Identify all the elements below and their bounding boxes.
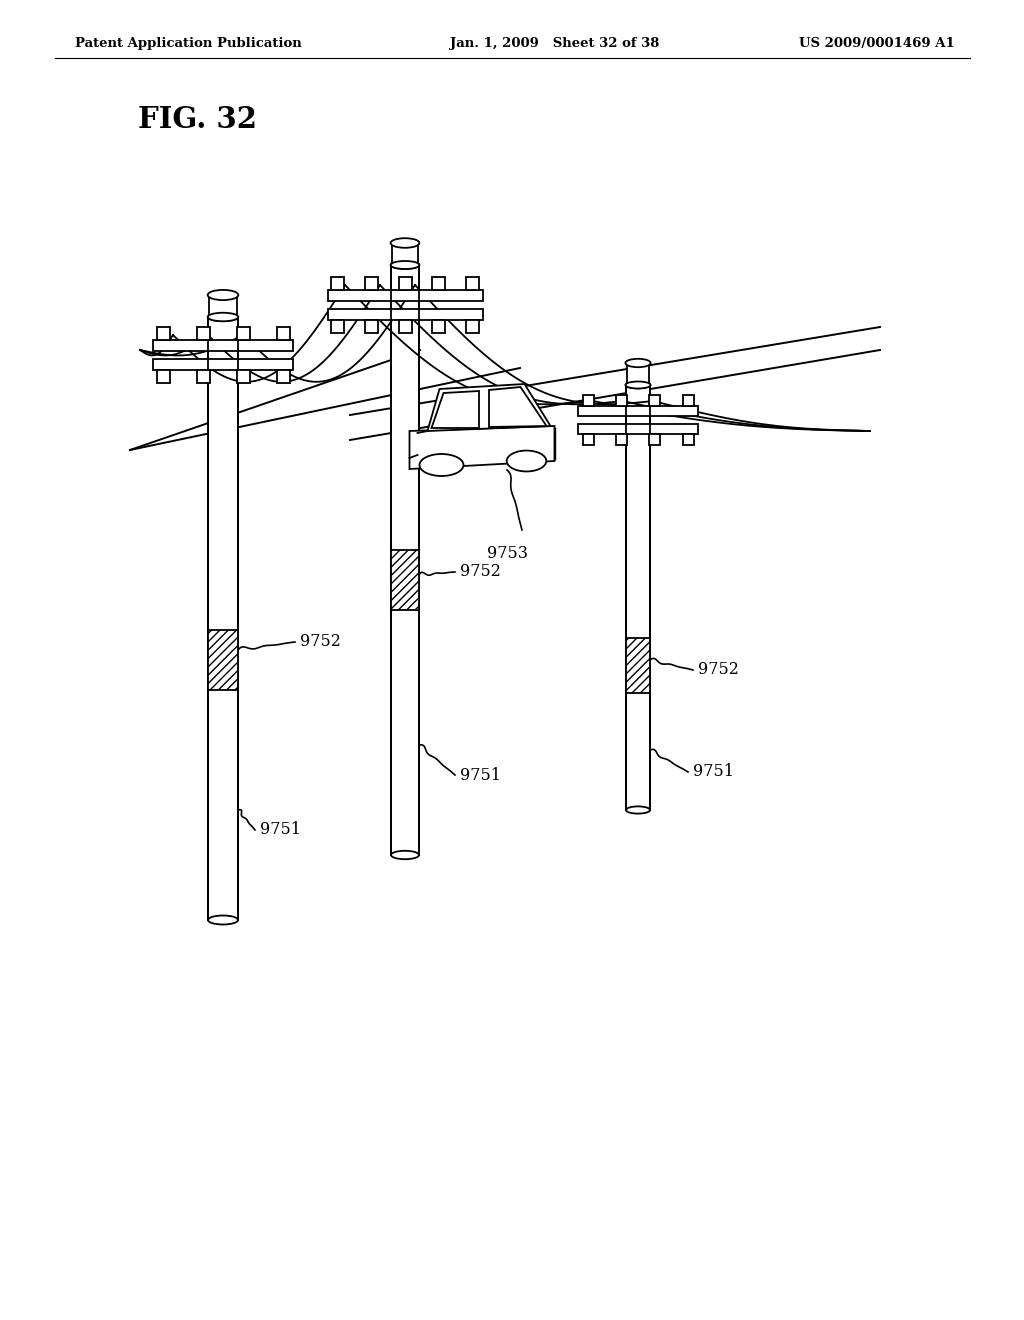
Bar xyxy=(432,277,445,290)
Ellipse shape xyxy=(391,261,419,269)
Ellipse shape xyxy=(208,313,238,321)
Text: Patent Application Publication: Patent Application Publication xyxy=(75,37,302,50)
Bar xyxy=(153,341,293,351)
Ellipse shape xyxy=(626,807,650,813)
Bar xyxy=(391,550,419,610)
Polygon shape xyxy=(427,384,551,432)
Ellipse shape xyxy=(208,313,239,321)
Text: 9751: 9751 xyxy=(260,821,301,838)
Polygon shape xyxy=(489,387,547,426)
Bar xyxy=(466,277,479,290)
Bar xyxy=(365,277,378,290)
Bar xyxy=(398,277,412,290)
Bar xyxy=(626,638,650,693)
Ellipse shape xyxy=(507,450,546,471)
Bar xyxy=(209,294,237,317)
Polygon shape xyxy=(431,391,479,428)
Bar xyxy=(208,630,238,690)
Bar xyxy=(237,327,250,341)
Bar xyxy=(365,319,378,333)
Bar xyxy=(276,370,290,383)
Text: 9751: 9751 xyxy=(460,767,501,784)
Bar xyxy=(153,359,293,370)
Bar xyxy=(432,319,445,333)
Bar xyxy=(578,407,698,416)
Text: 9753: 9753 xyxy=(486,545,527,562)
Ellipse shape xyxy=(391,851,419,859)
Bar xyxy=(197,327,210,341)
Bar xyxy=(276,327,290,341)
Ellipse shape xyxy=(208,290,239,300)
Text: 9751: 9751 xyxy=(693,763,734,780)
Bar xyxy=(683,395,693,407)
Text: 9752: 9752 xyxy=(460,564,501,581)
Bar xyxy=(237,370,250,383)
Bar xyxy=(331,277,344,290)
Text: 9752: 9752 xyxy=(698,661,739,678)
Bar xyxy=(331,319,344,333)
Ellipse shape xyxy=(420,454,464,477)
Bar xyxy=(627,363,649,385)
Ellipse shape xyxy=(626,381,650,388)
Bar xyxy=(649,395,660,407)
Bar xyxy=(157,370,170,383)
Bar xyxy=(615,395,627,407)
Text: US 2009/0001469 A1: US 2009/0001469 A1 xyxy=(800,37,955,50)
Bar xyxy=(583,434,594,445)
Ellipse shape xyxy=(626,359,650,367)
Bar xyxy=(328,290,482,301)
Bar xyxy=(583,395,594,407)
Bar xyxy=(578,424,698,434)
Ellipse shape xyxy=(208,916,238,924)
Text: FIG. 32: FIG. 32 xyxy=(138,106,257,135)
Bar xyxy=(208,317,238,920)
Bar xyxy=(197,370,210,383)
Ellipse shape xyxy=(390,261,420,269)
Bar xyxy=(392,243,418,265)
Ellipse shape xyxy=(390,238,420,248)
Polygon shape xyxy=(410,426,555,469)
Bar xyxy=(626,385,650,810)
Bar xyxy=(649,434,660,445)
Bar xyxy=(328,309,482,319)
Bar xyxy=(157,327,170,341)
Bar xyxy=(391,265,419,855)
Bar xyxy=(683,434,693,445)
Bar xyxy=(398,319,412,333)
Text: Jan. 1, 2009   Sheet 32 of 38: Jan. 1, 2009 Sheet 32 of 38 xyxy=(450,37,659,50)
Ellipse shape xyxy=(626,381,650,388)
Bar xyxy=(466,319,479,333)
Bar xyxy=(615,434,627,445)
Text: 9752: 9752 xyxy=(300,634,341,651)
